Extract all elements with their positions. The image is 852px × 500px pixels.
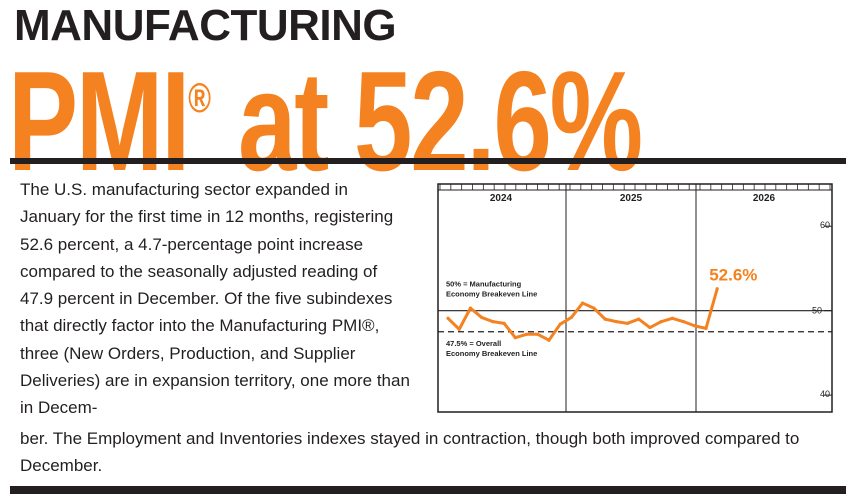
pmi-data-point [480, 315, 484, 320]
pmi-data-point [513, 336, 517, 340]
headline-rest: at 52.6% [211, 42, 643, 201]
pmi-data-point [524, 332, 529, 336]
y-tick-label-60: 60 [820, 220, 830, 230]
pmi-data-point [491, 320, 495, 324]
registered-mark: ® [188, 74, 212, 121]
reference-label-line2-47.5: Economy Breakeven Line [446, 349, 537, 358]
article-paragraph-part1: The U.S. manufacturing sector expanded i… [20, 180, 410, 418]
pmi-data-point [715, 287, 719, 291]
headline-main: PMI [8, 42, 190, 201]
pmi-data-point [581, 301, 585, 305]
pmi-data-point [648, 325, 652, 330]
reference-label-line1-47.5: 47.5% = Overall [446, 339, 501, 348]
pmi-data-point [659, 320, 663, 324]
pmi-data-point [457, 327, 461, 331]
bottom-rule [10, 486, 846, 494]
y-tick-label-40: 40 [820, 389, 830, 399]
pmi-data-point [670, 316, 674, 320]
pmi-data-point [625, 321, 630, 325]
pmi-data-point [446, 316, 450, 320]
year-label-2026: 2026 [753, 193, 776, 204]
pmi-data-point [547, 338, 551, 342]
pmi-data-point [569, 315, 573, 320]
pmi-data-point [614, 320, 618, 324]
headline: PMI® at 52.6% [8, 38, 643, 193]
pmi-data-point [704, 326, 708, 330]
top-rule [10, 158, 846, 164]
article-paragraph-part2: ber. The Employment and Inventories inde… [20, 429, 800, 476]
pmi-data-point [558, 322, 562, 326]
pmi-data-point [592, 306, 596, 310]
chart-frame [437, 183, 833, 413]
year-label-2025: 2025 [620, 193, 643, 204]
pmi-chart: 2024 2025 2026 40 50 60 50% = Manufacturing Eco… [436, 180, 846, 416]
pmi-callout-label: 52.6% [709, 266, 757, 285]
year-label-2024: 2024 [490, 193, 513, 204]
pmi-data-point [693, 324, 697, 328]
headline-kicker: MANUFACTURING [14, 1, 397, 50]
reference-label-line1-50: 50% = Manufacturing [446, 280, 522, 289]
pmi-data-point [502, 321, 506, 325]
reference-label-line2-50: Economy Breakeven Line [446, 290, 537, 299]
pmi-data-point [637, 317, 641, 321]
pmi-data-point [468, 306, 473, 310]
pmi-data-point [603, 317, 607, 321]
pmi-data-point [536, 332, 540, 336]
pmi-data-point [681, 320, 686, 324]
